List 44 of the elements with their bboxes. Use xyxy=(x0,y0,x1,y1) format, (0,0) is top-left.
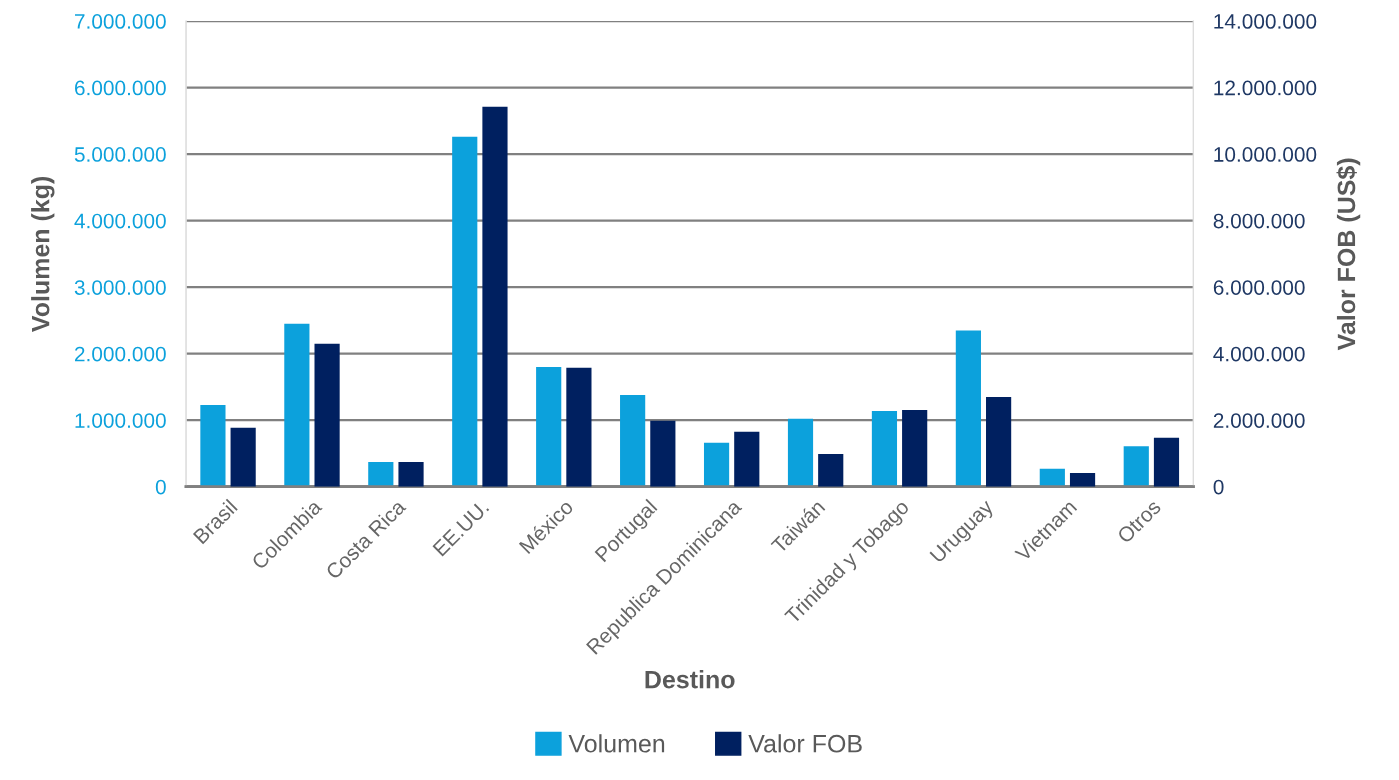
y-tick-label: 4.000.000 xyxy=(74,213,166,229)
y-tick-label: 5.000.000 xyxy=(74,147,166,162)
bar xyxy=(871,410,898,487)
y-tick-label: 7.000.000 xyxy=(75,14,166,29)
y-tick-label: 0 xyxy=(155,479,166,495)
bar xyxy=(536,366,562,487)
y2-axis-title: Valor FOB (US$) xyxy=(1336,158,1361,351)
bar xyxy=(230,427,256,487)
bar xyxy=(314,343,340,487)
bar xyxy=(734,431,760,487)
y-axis-title: Volumen (kg) xyxy=(31,176,55,332)
bar xyxy=(1123,446,1149,487)
legend-label: Valor FOB xyxy=(748,734,862,753)
y2-tick-label: 2.000.000 xyxy=(1213,413,1305,428)
bar xyxy=(284,323,310,487)
bar xyxy=(452,136,478,487)
y2-tick-label: 4.000.000 xyxy=(1213,346,1305,362)
x-axis-title: Destino xyxy=(645,670,735,689)
bar xyxy=(368,462,394,487)
bar xyxy=(200,404,226,487)
y-tick-label: 2.000.000 xyxy=(75,346,166,362)
bar xyxy=(955,330,981,487)
legend-label: Volumen xyxy=(568,734,665,753)
bar xyxy=(398,462,424,487)
bar xyxy=(620,394,646,487)
bar xyxy=(1069,473,1096,487)
bar xyxy=(986,396,1012,487)
bar xyxy=(787,418,814,487)
bar xyxy=(818,454,844,487)
bar xyxy=(902,409,928,487)
y2-tick-label: 0 xyxy=(1213,479,1224,495)
bar xyxy=(566,367,592,487)
bar xyxy=(703,442,730,487)
bar xyxy=(1153,437,1180,487)
bar xyxy=(482,106,508,487)
y2-tick-label: 8.000.000 xyxy=(1213,213,1305,229)
y-tick-label: 1.000.000 xyxy=(75,413,166,428)
y2-tick-label: 12.000.000 xyxy=(1214,80,1317,96)
y2-tick-label: 10.000.000 xyxy=(1214,147,1317,162)
y2-tick-label: 14.000.000 xyxy=(1214,14,1317,29)
bar xyxy=(650,420,676,487)
y-tick-label: 3.000.000 xyxy=(74,280,166,295)
y2-tick-label: 6.000.000 xyxy=(1213,280,1305,295)
y-tick-label: 6.000.000 xyxy=(75,80,166,96)
